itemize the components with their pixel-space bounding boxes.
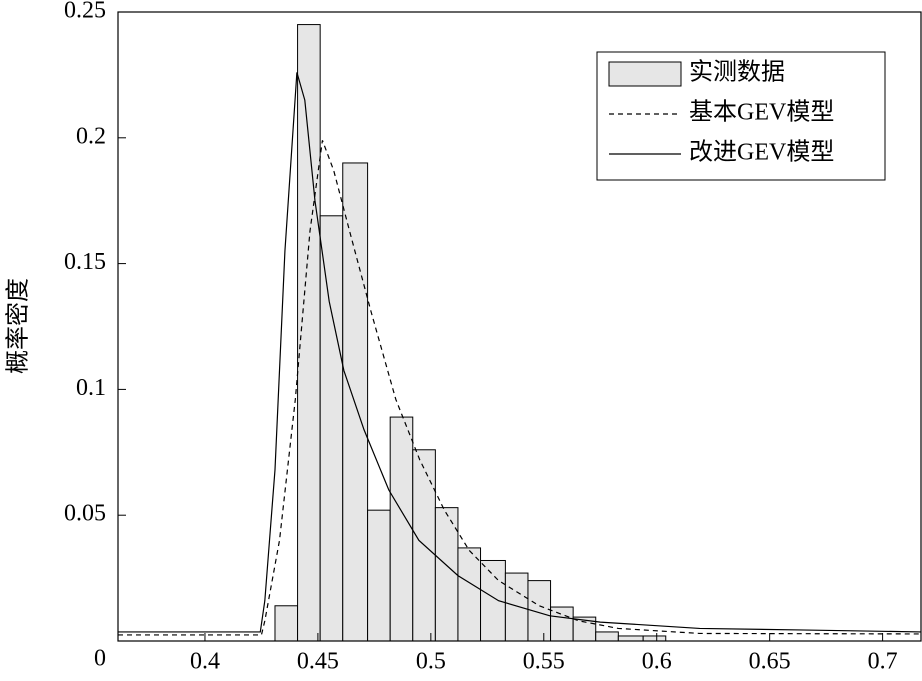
legend-label: 改进GEV模型 (689, 139, 834, 166)
y-axis-label: 概率密度 (5, 278, 32, 374)
bar (434, 507, 459, 642)
bar (504, 572, 529, 642)
bar (550, 606, 574, 642)
x-tick-label: 0.45 (297, 649, 339, 675)
y-tick-label: 0.05 (64, 501, 106, 527)
bar (297, 24, 321, 642)
bar (319, 215, 344, 642)
x-tick-label: 0.65 (749, 649, 791, 675)
y-tick-label: 0 (94, 646, 106, 672)
bar (595, 631, 619, 642)
bar (457, 547, 482, 642)
line (118, 140, 922, 636)
line (118, 72, 922, 633)
x-tick-label: 0.5 (416, 649, 446, 675)
bar (617, 635, 644, 642)
bar (480, 559, 506, 642)
x-tick-label: 0.6 (642, 649, 672, 675)
x-tick-label: 0.7 (868, 649, 898, 675)
legend-label: 基本GEV模型 (689, 99, 834, 126)
bar (642, 635, 667, 642)
y-tick-label: 0.15 (64, 249, 106, 275)
bar (274, 605, 299, 642)
bar (389, 416, 414, 642)
x-tick-label: 0.4 (190, 649, 220, 675)
bar (367, 509, 391, 642)
x-tick-label: 0.55 (523, 649, 565, 675)
legend-label: 实测数据 (689, 59, 785, 86)
plot-frame (117, 11, 922, 642)
y-tick-label: 0.25 (64, 0, 106, 24)
legend-swatch (608, 61, 682, 87)
y-tick-label: 0.1 (76, 375, 106, 401)
y-tick-label: 0.2 (76, 123, 106, 149)
